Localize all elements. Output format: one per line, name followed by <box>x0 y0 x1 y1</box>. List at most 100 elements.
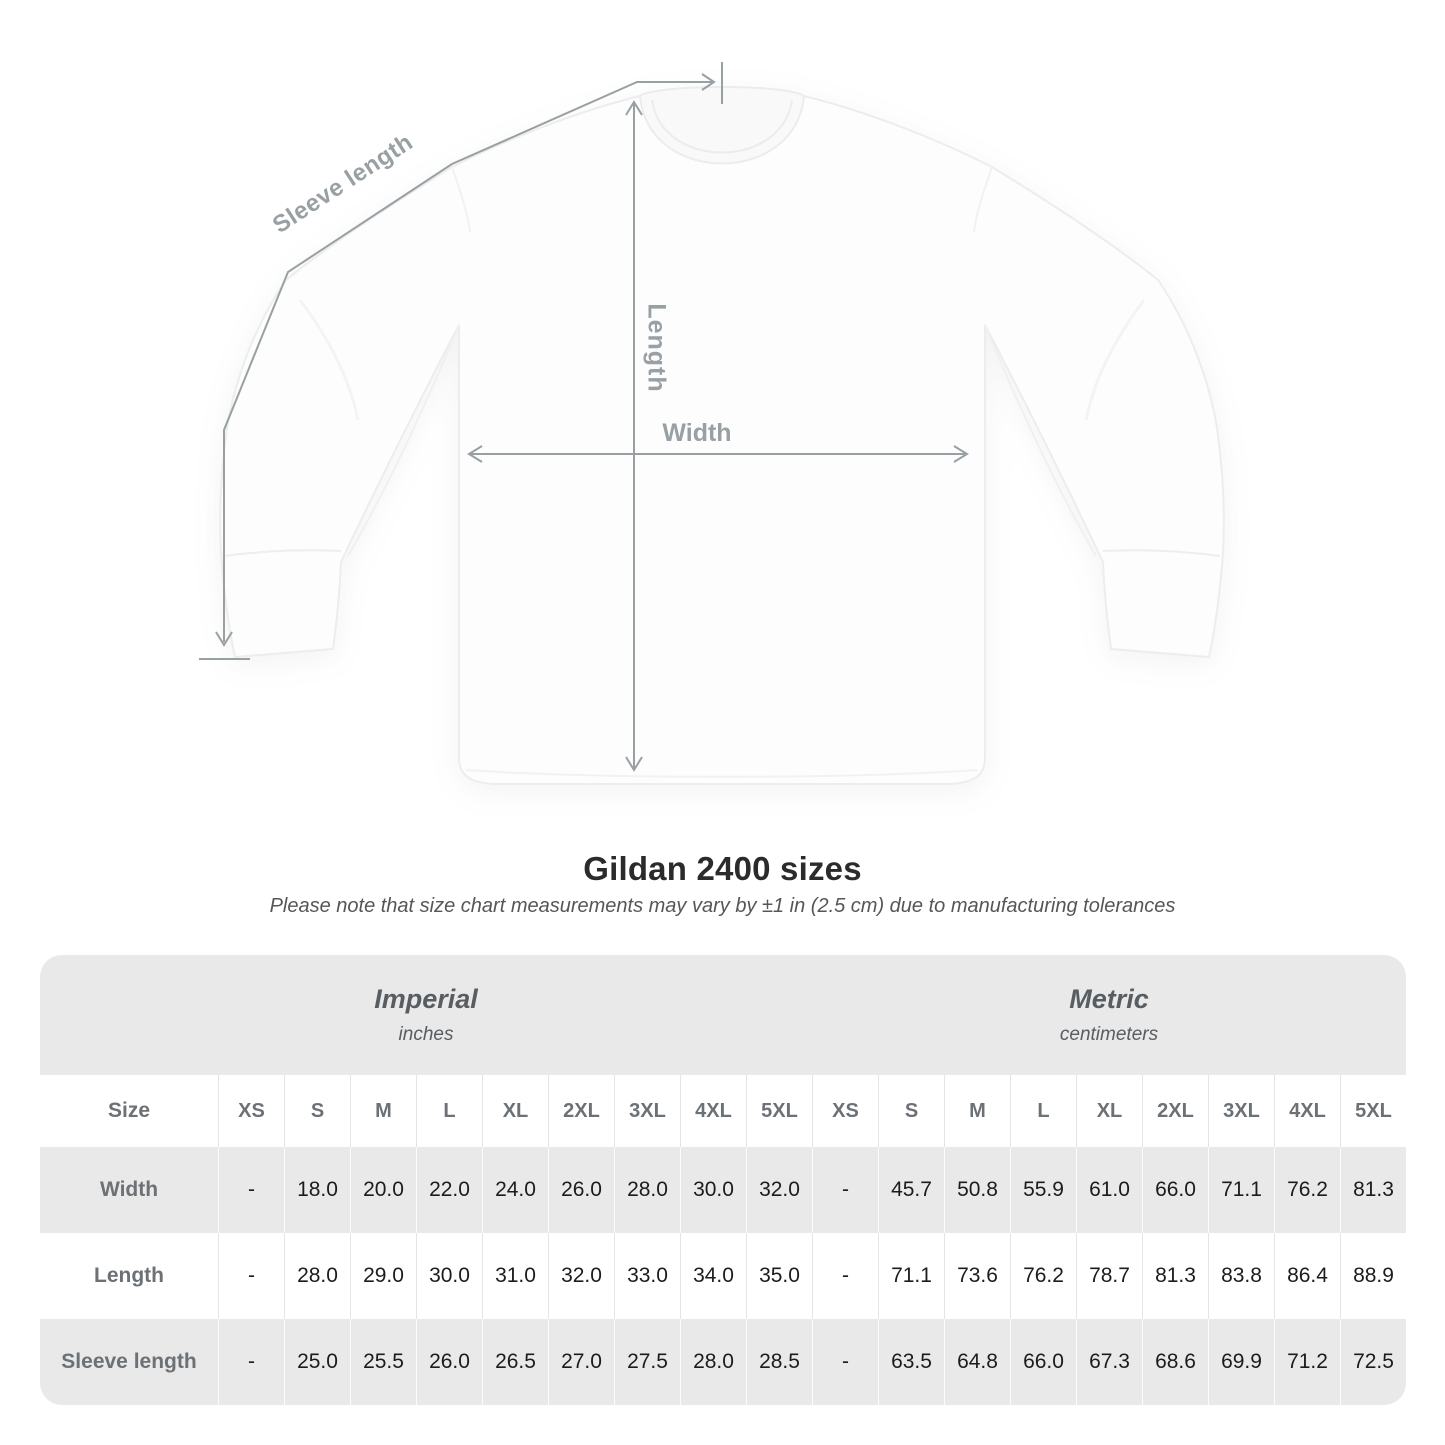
imperial-group-header: Imperial inches <box>40 955 812 1075</box>
size-column-header: L <box>416 1075 482 1147</box>
imperial-value-cell: 20.0 <box>350 1147 416 1233</box>
imperial-value-cell: 28.5 <box>746 1319 812 1405</box>
shirt-measurement-diagram: Sleeve length Length Width <box>199 62 1225 785</box>
imperial-value-cell: 27.5 <box>614 1319 680 1405</box>
metric-value-cell: 71.1 <box>878 1233 944 1319</box>
metric-value-cell: 81.3 <box>1142 1233 1208 1319</box>
size-column-header: S <box>878 1075 944 1147</box>
imperial-value-cell: - <box>218 1319 284 1405</box>
size-column-header: 3XL <box>1208 1075 1274 1147</box>
metric-value-cell: 61.0 <box>1076 1147 1142 1233</box>
metric-value-cell: 69.9 <box>1208 1319 1274 1405</box>
imperial-value-cell: 26.5 <box>482 1319 548 1405</box>
imperial-value-cell: 22.0 <box>416 1147 482 1233</box>
shirt-illustration <box>219 86 1225 785</box>
imperial-value-cell: 28.0 <box>680 1319 746 1405</box>
metric-value-cell: - <box>812 1319 878 1405</box>
length-arrow-down-icon <box>625 756 643 772</box>
metric-value-cell: 86.4 <box>1274 1233 1340 1319</box>
metric-value-cell: 50.8 <box>944 1147 1010 1233</box>
size-column-header: XL <box>1076 1075 1142 1147</box>
imperial-value-cell: 31.0 <box>482 1233 548 1319</box>
imperial-value-cell: 25.5 <box>350 1319 416 1405</box>
size-column-header: XL <box>482 1075 548 1147</box>
row-label: Width <box>99 1178 159 1201</box>
size-column-header: 5XL <box>1340 1075 1406 1147</box>
imperial-value-cell: 30.0 <box>416 1233 482 1319</box>
metric-value-cell: 71.2 <box>1274 1319 1340 1405</box>
size-column-header: 4XL <box>680 1075 746 1147</box>
size-column-header: XS <box>812 1075 878 1147</box>
size-column-header: 5XL <box>746 1075 812 1147</box>
unit-group-header-row: Imperial inches Metric centimeters <box>40 955 1406 1075</box>
measurement-lines <box>199 62 969 772</box>
sleeve-length-line <box>223 81 712 642</box>
imperial-value-cell: 26.0 <box>416 1319 482 1405</box>
metric-value-cell: 83.8 <box>1208 1233 1274 1319</box>
size-column-header: 2XL <box>548 1075 614 1147</box>
size-column-header: 3XL <box>614 1075 680 1147</box>
metric-value-cell: 72.5 <box>1340 1319 1406 1405</box>
imperial-value-cell: 27.0 <box>548 1319 614 1405</box>
size-column-header: M <box>944 1075 1010 1147</box>
width-arrow-right-icon <box>953 445 969 463</box>
imperial-value-cell: - <box>218 1233 284 1319</box>
imperial-value-cell: 28.0 <box>614 1147 680 1233</box>
length-arrow-up-icon <box>625 100 643 116</box>
imperial-value-cell: 34.0 <box>680 1233 746 1319</box>
metric-value-cell: 66.0 <box>1142 1147 1208 1233</box>
sleeve-length-arrow-down-icon <box>215 631 233 647</box>
imperial-value-cell: 24.0 <box>482 1147 548 1233</box>
measurement-row: Length -28.0 29.0 30.0 31.0 32.0 33.0 34.0 35.0-… <box>40 1233 1406 1319</box>
metric-value-cell: 78.7 <box>1076 1233 1142 1319</box>
metric-value-cell: 76.2 <box>1274 1147 1340 1233</box>
size-table-body: Size XS S M L XL 2XL 3XL 4XL 5XL XS S M L XL 2XL 3XL 4XL 5… <box>40 1075 1406 1405</box>
row-label: Sleeve length <box>61 1350 197 1373</box>
width-label: Width <box>662 419 731 447</box>
imperial-value-cell: 33.0 <box>614 1233 680 1319</box>
metric-group-header: Metric centimeters <box>812 955 1406 1075</box>
length-label: Length <box>642 303 670 392</box>
metric-value-cell: 73.6 <box>944 1233 1010 1319</box>
metric-value-cell: 71.1 <box>1208 1147 1274 1233</box>
imperial-value-cell: 30.0 <box>680 1147 746 1233</box>
metric-value-cell: 64.8 <box>944 1319 1010 1405</box>
imperial-value-cell: 32.0 <box>746 1147 812 1233</box>
metric-value-cell: 63.5 <box>878 1319 944 1405</box>
imperial-value-cell: 25.0 <box>284 1319 350 1405</box>
imperial-value-cell: 18.0 <box>284 1147 350 1233</box>
metric-value-cell: 55.9 <box>1010 1147 1076 1233</box>
metric-value-cell: 81.3 <box>1340 1147 1406 1233</box>
metric-value-cell: 76.2 <box>1010 1233 1076 1319</box>
imperial-group-title: Imperial <box>374 984 478 1014</box>
size-header-label: Size <box>107 1099 151 1122</box>
size-column-header: L <box>1010 1075 1076 1147</box>
size-column-header: XS <box>218 1075 284 1147</box>
size-header-row: Size XS S M L XL 2XL 3XL 4XL 5XL XS S M L XL 2XL 3XL 4XL 5… <box>40 1075 1406 1147</box>
metric-value-cell: 88.9 <box>1340 1233 1406 1319</box>
sleeve-length-arrow-right-icon <box>701 73 716 91</box>
metric-value-cell: - <box>812 1233 878 1319</box>
metric-group-title: Metric <box>1069 984 1149 1014</box>
collar-band <box>638 86 806 165</box>
size-column-header: S <box>284 1075 350 1147</box>
measurement-row: Sleeve length -25.0 25.5 26.0 26.5 27.0 27.5 28… <box>40 1319 1406 1405</box>
width-arrow-left-icon <box>467 445 483 463</box>
row-label: Length <box>94 1264 164 1287</box>
metric-value-cell: 66.0 <box>1010 1319 1076 1405</box>
measurement-row: Width -18.0 20.0 22.0 24.0 26.0 28.0 30.0 32.0-4… <box>40 1147 1406 1233</box>
imperial-value-cell: 32.0 <box>548 1233 614 1319</box>
imperial-value-cell: 35.0 <box>746 1233 812 1319</box>
imperial-value-cell: - <box>218 1147 284 1233</box>
size-table: Imperial inches Metric centimeters Size X… <box>40 955 1406 1405</box>
imperial-value-cell: 26.0 <box>548 1147 614 1233</box>
page-title: Gildan 2400 sizes <box>583 850 862 887</box>
metric-value-cell: 68.6 <box>1142 1319 1208 1405</box>
metric-value-cell: - <box>812 1147 878 1233</box>
size-column-header: 4XL <box>1274 1075 1340 1147</box>
imperial-value-cell: 28.0 <box>284 1233 350 1319</box>
size-column-header: 2XL <box>1142 1075 1208 1147</box>
metric-value-cell: 67.3 <box>1076 1319 1142 1405</box>
imperial-group-unit: inches <box>398 1024 454 1045</box>
